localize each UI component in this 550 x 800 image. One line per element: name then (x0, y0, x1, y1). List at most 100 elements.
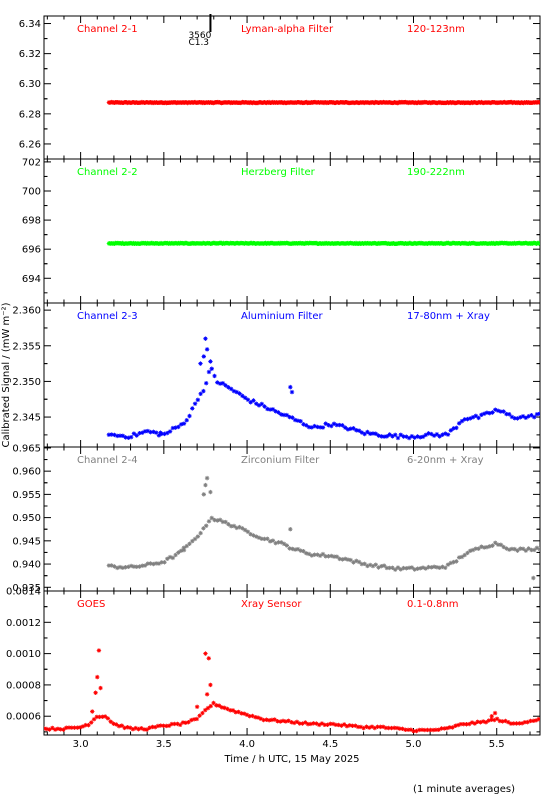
data-point (406, 435, 412, 441)
data-point (509, 414, 515, 420)
y-tick-label: 0.0012 (6, 618, 41, 629)
data-point (191, 717, 197, 722)
x-tick-label: 5.5 (489, 739, 505, 750)
data-point (208, 489, 213, 495)
data-point (105, 716, 111, 721)
data-point (428, 727, 433, 733)
data-point (142, 429, 148, 434)
data-point (401, 434, 406, 439)
data-point (398, 432, 403, 437)
data-point (152, 724, 158, 730)
data-point (134, 564, 139, 570)
data-point (159, 560, 164, 565)
data-point (351, 426, 356, 431)
panel-label-mid: Xray Sensor (241, 599, 302, 610)
data-point (203, 482, 208, 488)
data-point (122, 725, 127, 731)
data-point (315, 552, 320, 557)
data-point (512, 546, 517, 552)
data-point (443, 565, 448, 571)
data-point (504, 411, 509, 417)
data-series (44, 648, 540, 734)
data-point (80, 724, 86, 729)
data-point (356, 428, 362, 433)
data-point (403, 727, 408, 732)
data-point (378, 724, 383, 730)
data-point (493, 407, 498, 412)
data-point (517, 721, 522, 726)
data-point (518, 415, 523, 420)
data-point (256, 535, 262, 540)
data-point (204, 347, 210, 352)
data-point (412, 435, 417, 440)
data-point (445, 432, 451, 437)
data-point (473, 546, 479, 551)
panel-label-mid: Zirconium Filter (241, 455, 320, 466)
data-point (370, 431, 376, 436)
data-point (153, 430, 159, 435)
data-point (381, 434, 387, 439)
data-point (480, 719, 486, 724)
data-point (515, 548, 520, 553)
data-point (292, 547, 298, 552)
data-point (493, 540, 498, 545)
data-point (437, 434, 442, 439)
data-point (350, 723, 355, 728)
data-point (395, 565, 401, 570)
data-point (464, 722, 469, 727)
data-point (412, 567, 417, 572)
data-point (206, 656, 211, 661)
data-point (497, 718, 503, 724)
panel-label-left: Channel 2-3 (77, 311, 138, 322)
data-point (241, 711, 247, 716)
data-point (365, 429, 370, 435)
data-point (339, 723, 344, 728)
data-point (211, 700, 216, 706)
data-point (295, 546, 301, 552)
data-point (242, 395, 248, 400)
data-point (456, 421, 462, 426)
data-point (148, 561, 153, 566)
data-point (345, 557, 351, 562)
data-point (108, 719, 113, 724)
panel-label-left: Channel 2-2 (77, 167, 138, 178)
data-point (389, 725, 394, 731)
data-point (187, 541, 192, 547)
data-point (468, 548, 473, 553)
x-axis-label: Time / h UTC, 15 May 2025 (223, 754, 359, 765)
data-point (479, 412, 484, 418)
data-point (265, 406, 270, 412)
panel-3: 2.345 2.350 2.355 2.360 Channel 2-3 Aluminium… (12, 302, 541, 448)
data-point (288, 527, 293, 532)
data-point (390, 434, 395, 439)
data-point (120, 565, 126, 571)
data-point (261, 717, 266, 723)
data-point (362, 561, 367, 567)
data-point (525, 719, 530, 725)
data-point (258, 716, 264, 721)
data-point (386, 725, 391, 731)
y-tick-label: 694 (22, 274, 41, 285)
data-point (228, 708, 233, 713)
data-point (359, 430, 365, 435)
data-point (304, 551, 309, 556)
data-point (426, 431, 431, 436)
y-tick-label: 702 (22, 157, 41, 168)
data-point (220, 519, 226, 525)
data-point (162, 431, 167, 437)
data-point (198, 391, 203, 397)
footer-note: (1 minute averages) (413, 784, 515, 795)
data-point (367, 562, 373, 568)
data-point (290, 415, 295, 420)
data-point (492, 717, 497, 723)
data-point (93, 690, 98, 695)
data-point (219, 705, 225, 710)
y-tick-label: 700 (22, 187, 41, 198)
data-point (498, 409, 504, 414)
data-point (230, 708, 236, 713)
data-point (444, 725, 450, 731)
data-point (267, 407, 273, 412)
data-point (126, 435, 131, 441)
data-point (169, 721, 175, 727)
data-point (358, 724, 364, 730)
